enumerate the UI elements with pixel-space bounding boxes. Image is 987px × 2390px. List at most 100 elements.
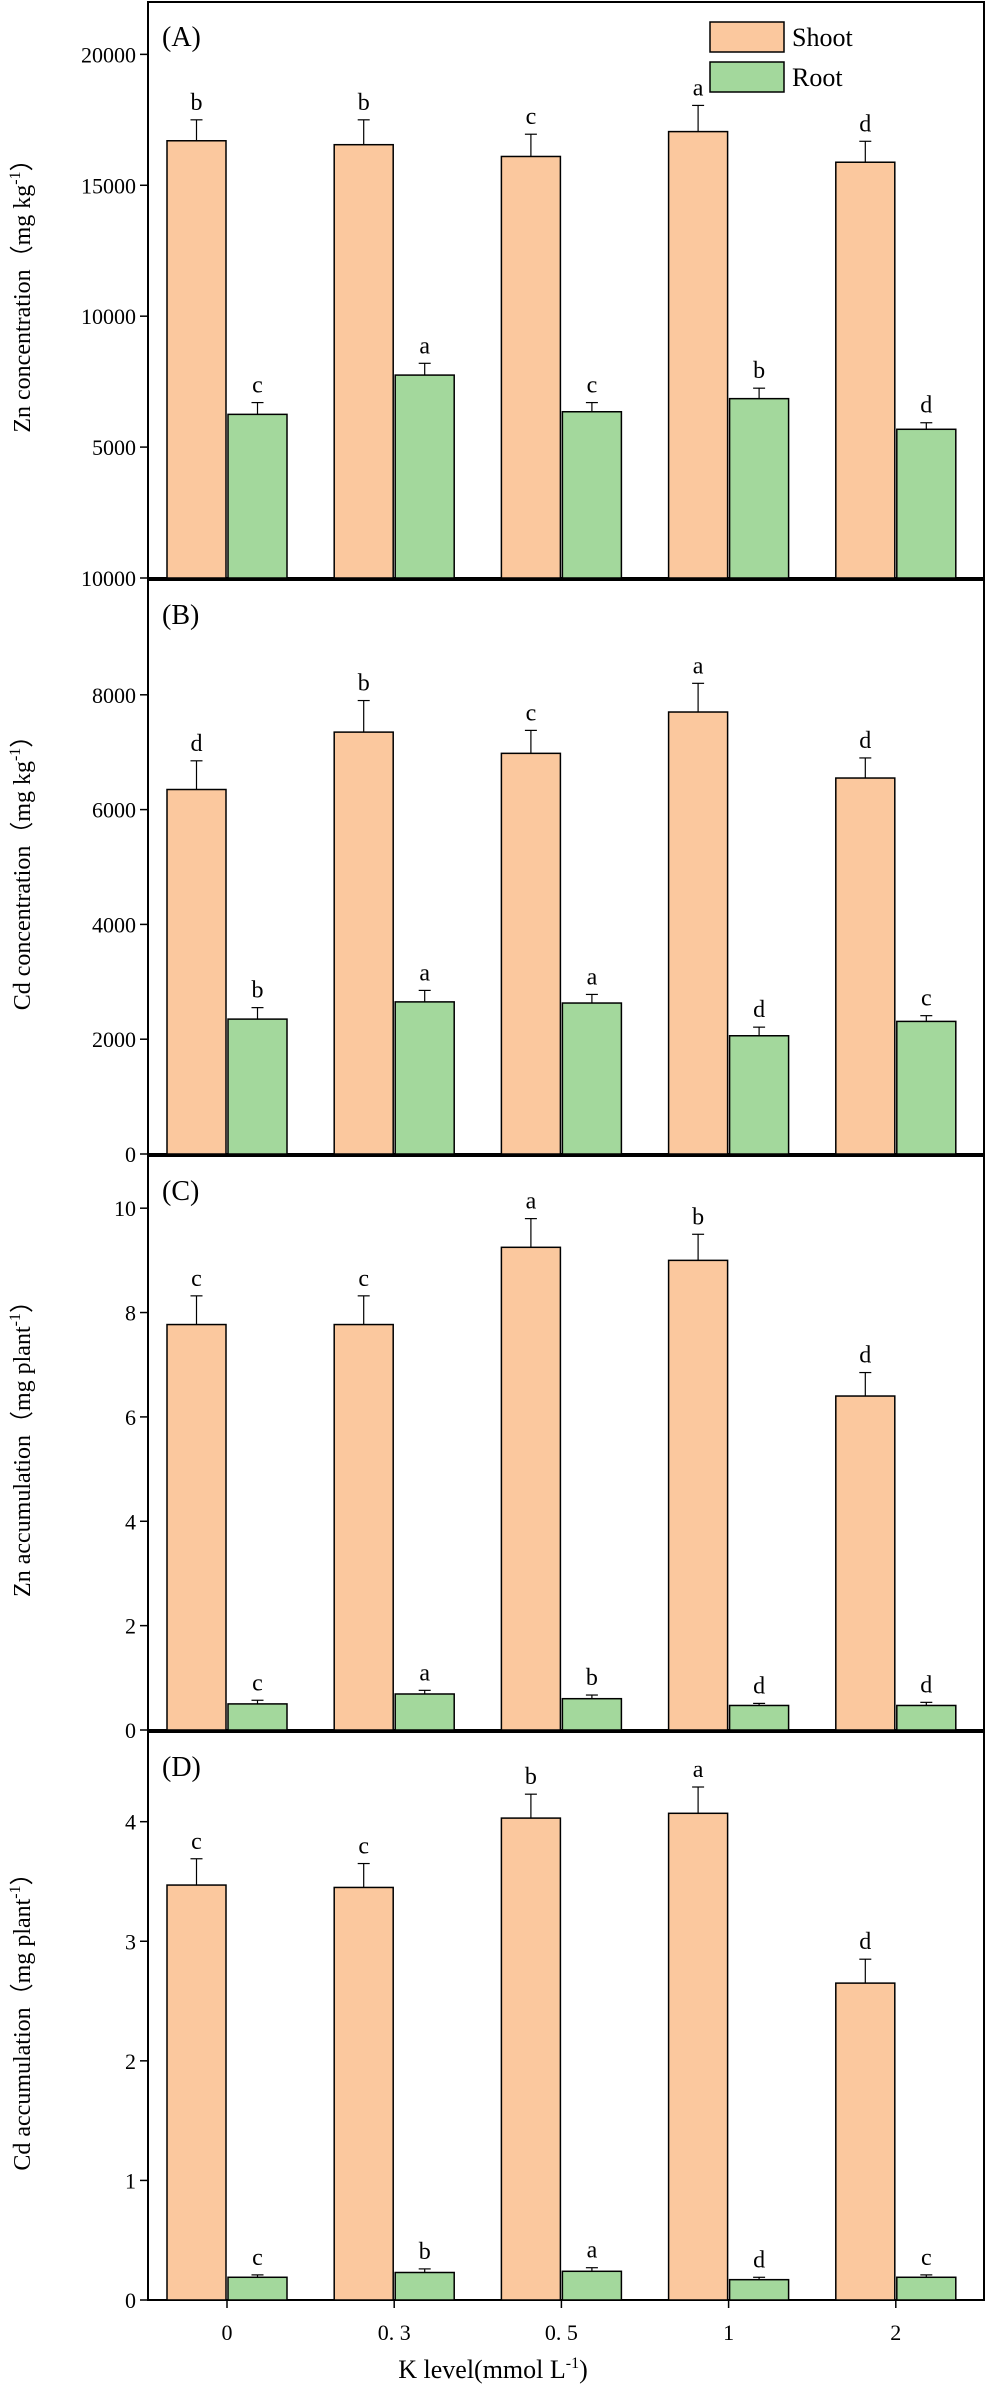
significance-letter: d <box>920 393 932 419</box>
significance-letter: d <box>753 2247 765 2273</box>
bar-shoot <box>667 711 729 1155</box>
bar-shoot <box>500 752 562 1155</box>
significance-letter: a <box>693 653 704 679</box>
y-tick-label: 8000 <box>92 683 136 708</box>
x-tick-label: 1 <box>723 2320 734 2345</box>
bar-root <box>227 413 288 579</box>
significance-letter: d <box>753 997 765 1023</box>
significance-letter: b <box>191 90 203 116</box>
significance-letter: d <box>859 728 871 754</box>
significance-letter: c <box>191 1266 202 1292</box>
panel-label: (C) <box>162 1176 199 1207</box>
bar-shoot <box>835 777 896 1155</box>
significance-letter: b <box>692 1204 704 1230</box>
bar-root <box>561 1002 623 1155</box>
significance-letter: d <box>859 1343 871 1369</box>
significance-letter: a <box>587 964 598 990</box>
y-tick-label: 0 <box>125 1142 136 1167</box>
bar-shoot <box>667 1812 729 2301</box>
bar-root <box>227 1018 288 1155</box>
bar-root <box>896 428 957 579</box>
significance-letter: b <box>586 1665 598 1691</box>
y-tick-label: 10000 <box>81 566 136 591</box>
x-tick-label: 0. 5 <box>545 2320 578 2345</box>
bar-shoot <box>835 1982 896 2301</box>
bar-root <box>394 1001 455 1155</box>
bar-root <box>394 374 455 579</box>
significance-letter: b <box>419 2239 431 2265</box>
bar-shoot <box>500 155 562 579</box>
y-tick-label: 2000 <box>92 1027 136 1052</box>
y-axis-title: Zn accumulation（mg plant-1） <box>7 1289 36 1597</box>
bar-shoot <box>166 788 227 1155</box>
shared-x-axis: 0 0. 3 0. 5 1 2 K level(mmol L-1) <box>222 2300 901 2384</box>
bar-root <box>227 2276 288 2301</box>
significance-letter: c <box>526 700 537 726</box>
significance-letter: c <box>921 986 932 1012</box>
y-tick-label: 5000 <box>92 435 136 460</box>
bar-shoot <box>333 143 394 579</box>
significance-letter: d <box>859 111 871 137</box>
bar-shoot <box>500 1246 562 1731</box>
bar-shoot <box>166 1884 227 2301</box>
y-axis-title: Cd concentration（mg kg-1） <box>7 724 36 1011</box>
significance-letter: c <box>921 2245 932 2271</box>
x-tick-label: 0 <box>222 2320 233 2345</box>
panel-label: (D) <box>162 1752 201 1783</box>
y-tick-label: 4000 <box>92 912 136 937</box>
x-tick-label: 0. 3 <box>378 2320 411 2345</box>
panel-a: (A) 10000 5000 10000 15000 20000 Zn concentrat… <box>7 1 985 591</box>
bar-shoot <box>166 1323 227 1731</box>
significance-letter: b <box>358 671 370 697</box>
legend-label-shoot: Shoot <box>792 23 853 52</box>
bar-shoot <box>166 140 227 579</box>
panel-b: (B) 0 2000 4000 6000 8000 Cd concentration（mg … <box>7 579 985 1167</box>
legend-swatch-shoot <box>709 21 785 53</box>
panel-label: (A) <box>162 22 201 53</box>
significance-letter: a <box>693 1757 704 1783</box>
significance-letter: c <box>252 2245 263 2271</box>
y-tick-label: 6 <box>125 1405 136 1430</box>
legend-label-root: Root <box>792 63 843 92</box>
significance-letter: b <box>358 90 370 116</box>
significance-letter: c <box>252 1670 263 1696</box>
significance-letter: c <box>191 1829 202 1855</box>
legend-swatch-root <box>709 61 785 93</box>
x-axis-title: K level(mmol L-1) <box>398 2355 588 2384</box>
significance-letter: d <box>859 1929 871 1955</box>
legend: Shoot Root <box>709 21 853 93</box>
bar-shoot <box>835 161 896 579</box>
significance-letter: b <box>753 358 765 384</box>
bar-root <box>728 2278 790 2301</box>
bar-root <box>896 1704 957 1731</box>
significance-letter: a <box>693 75 704 101</box>
y-tick-label: 4 <box>125 1509 136 1534</box>
significance-letter: d <box>191 731 203 757</box>
significance-letter: a <box>419 960 430 986</box>
bar-root <box>896 2276 957 2301</box>
panel-d: (D) 0 1 2 3 4 Cd accumulation（mg plant-1） c c b a d… <box>7 1731 985 2313</box>
y-tick-label: 10000 <box>81 304 136 329</box>
bar-root <box>561 1697 623 1731</box>
bar-shoot <box>667 1259 729 1731</box>
significance-letter: d <box>753 1673 765 1699</box>
y-tick-label: 10 <box>114 1196 136 1221</box>
y-tick-label: 0 <box>125 2288 136 2313</box>
significance-letter: d <box>920 1672 932 1698</box>
bar-shoot <box>333 731 394 1155</box>
significance-letter: b <box>525 1764 537 1790</box>
y-tick-label: 2 <box>125 2049 136 2074</box>
y-tick-label: 1 <box>125 2168 136 2193</box>
y-tick-label: 2 <box>125 1614 136 1639</box>
bar-shoot <box>667 130 729 579</box>
significance-letter: c <box>358 1834 369 1860</box>
bar-shoot <box>500 1817 562 2301</box>
bar-root <box>728 1035 790 1155</box>
significance-letter: c <box>358 1266 369 1292</box>
bar-root <box>227 1703 288 1731</box>
significance-letter: c <box>526 104 537 130</box>
significance-letter: b <box>252 978 264 1004</box>
y-axis-title: Cd accumulation（mg plant-1） <box>7 1861 36 2170</box>
bar-shoot <box>333 1886 394 2301</box>
